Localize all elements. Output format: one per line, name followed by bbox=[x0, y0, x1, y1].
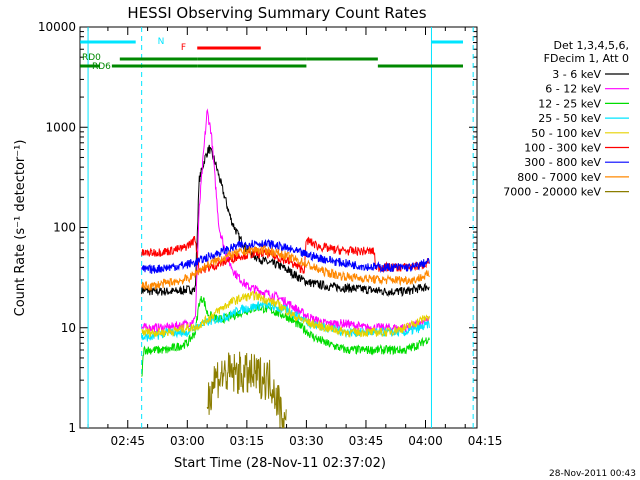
series-line-7000-20000-kev bbox=[206, 351, 287, 428]
flag-label-n: N bbox=[158, 37, 165, 47]
x-axis-title: Start Time (28-Nov-11 02:37:02) bbox=[174, 456, 386, 471]
footer-date: 28-Nov-2011 00:43 bbox=[549, 469, 636, 479]
x-tick-label: 04:15 bbox=[468, 434, 503, 448]
legend-label: 6 - 12 keV bbox=[545, 83, 601, 96]
legend-label: 12 - 25 keV bbox=[538, 97, 601, 110]
legend-header: FDecim 1, Att 0 bbox=[544, 52, 629, 65]
x-tick-label: 03:00 bbox=[170, 434, 205, 448]
flag-label-f: F bbox=[181, 43, 186, 53]
series-line-3-6-kev bbox=[141, 144, 430, 298]
series-line-6-12-kev bbox=[141, 108, 430, 334]
y-axis-title: Count Rate (s⁻¹ detector⁻¹) bbox=[13, 140, 28, 317]
plot-area: 1 10 100 1000 10000 02:45 03:00 03:15 03:30 03:45… bbox=[38, 20, 503, 448]
y-tick-label: 10 bbox=[61, 321, 76, 335]
legend-label: 50 - 100 keV bbox=[531, 127, 601, 140]
y-tick-label: 10000 bbox=[38, 20, 76, 34]
x-tick-label: 03:45 bbox=[349, 434, 384, 448]
y-tick-label: 1000 bbox=[45, 120, 76, 134]
legend-label: 300 - 800 keV bbox=[524, 156, 601, 169]
legend: Det 1,3,4,5,6,FDecim 1, Att 0 3 - 6 keV 6 … bbox=[503, 39, 629, 199]
series-line-800-7000-kev bbox=[141, 244, 430, 292]
legend-label: 7000 - 20000 keV bbox=[503, 186, 601, 199]
legend-label: 3 - 6 keV bbox=[552, 68, 601, 81]
legend-label: 25 - 50 keV bbox=[538, 112, 601, 125]
legend-label: 800 - 7000 keV bbox=[517, 171, 601, 184]
legend-label: 100 - 300 keV bbox=[524, 142, 601, 155]
flag-label-rd6: RD6 bbox=[92, 62, 111, 72]
chart-title: HESSI Observing Summary Count Rates bbox=[127, 4, 426, 22]
x-tick-label: 04:00 bbox=[408, 434, 443, 448]
y-tick-label: 100 bbox=[53, 221, 76, 235]
legend-header: Det 1,3,4,5,6, bbox=[553, 39, 629, 52]
x-tick-label: 03:15 bbox=[230, 434, 265, 448]
y-tick-label: 1 bbox=[68, 421, 76, 435]
x-tick-label: 02:45 bbox=[110, 434, 145, 448]
series-line-300-800-kev bbox=[141, 238, 430, 274]
series-line-50-100-kev bbox=[141, 290, 430, 339]
flag-label-rd0: RD0 bbox=[82, 53, 101, 63]
x-tick-label: 03:30 bbox=[289, 434, 324, 448]
